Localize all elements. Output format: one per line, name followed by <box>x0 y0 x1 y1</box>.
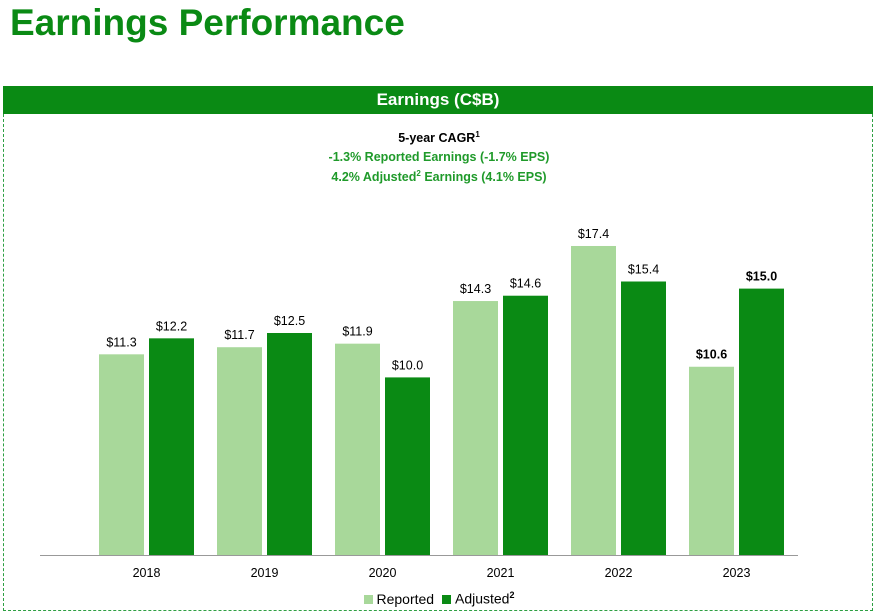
bar-adjusted-2023 <box>739 288 784 555</box>
bar-adjusted-2021 <box>503 295 548 555</box>
bar-reported-2019 <box>217 347 262 555</box>
x-tick-label-2023: 2023 <box>723 566 751 580</box>
data-label-reported-2018: $11.3 <box>106 335 136 349</box>
bar-reported-2020 <box>335 343 380 555</box>
data-label-reported-2020: $11.9 <box>342 325 372 339</box>
data-label-adjusted-2021: $14.6 <box>510 277 541 291</box>
x-tick-label-2018: 2018 <box>133 566 161 580</box>
x-tick-label-2021: 2021 <box>487 566 515 580</box>
data-label-reported-2021: $14.3 <box>460 282 491 296</box>
cagr-reported: -1.3% Reported Earnings (-1.7% EPS) <box>328 150 550 164</box>
data-label-adjusted-2022: $15.4 <box>628 263 659 277</box>
data-label-reported-2019: $11.7 <box>224 328 254 342</box>
chart-header: Earnings (C$B) <box>3 86 873 114</box>
bar-reported-2023 <box>689 366 734 555</box>
bar-adjusted-2019 <box>267 333 312 555</box>
legend-item-reported: Reported <box>363 590 435 607</box>
data-label-adjusted-2019: $12.5 <box>274 314 305 328</box>
legend-label-reported: Reported <box>376 590 435 607</box>
data-label-adjusted-2018: $12.2 <box>156 319 187 333</box>
legend-swatch-reported <box>363 594 373 604</box>
x-tick-label-2019: 2019 <box>251 566 279 580</box>
bar-adjusted-2022 <box>621 281 666 555</box>
data-label-reported-2022: $17.4 <box>578 227 609 241</box>
cagr-adjusted-text-b: Earnings (4.1% EPS) <box>420 170 547 184</box>
legend-swatch-adjusted <box>441 594 451 604</box>
bar-reported-2021 <box>453 301 498 555</box>
cagr-adjusted: 4.2% Adjusted2 Earnings (4.1% EPS) <box>0 167 878 187</box>
bar-adjusted-2020 <box>385 377 430 555</box>
cagr-title-footnote: 1 <box>475 129 480 139</box>
chart-legend: Reported Adjusted2 <box>0 590 878 607</box>
data-label-adjusted-2023: $15.0 <box>746 270 777 284</box>
legend-item-adjusted: Adjusted2 <box>441 590 515 607</box>
bar-reported-2018 <box>99 354 144 555</box>
cagr-adjusted-footnote: 2 <box>416 168 421 178</box>
x-tick-label-2020: 2020 <box>369 566 397 580</box>
bar-adjusted-2018 <box>149 338 194 555</box>
x-tick-label-2022: 2022 <box>605 566 633 580</box>
data-label-adjusted-2020: $10.0 <box>392 358 423 372</box>
page-title: Earnings Performance <box>10 2 405 43</box>
data-label-reported-2023: $10.6 <box>696 348 727 362</box>
bar-reported-2022 <box>571 245 616 555</box>
legend-adjusted-footnote: 2 <box>509 590 515 600</box>
chart-panel-border <box>3 114 873 611</box>
cagr-title-text: 5-year CAGR <box>398 131 476 145</box>
legend-label-adjusted: Adjusted <box>454 590 510 607</box>
cagr-title: 5-year CAGR1 <box>0 128 878 148</box>
cagr-adjusted-text-a: 4.2% Adjusted <box>331 170 417 184</box>
